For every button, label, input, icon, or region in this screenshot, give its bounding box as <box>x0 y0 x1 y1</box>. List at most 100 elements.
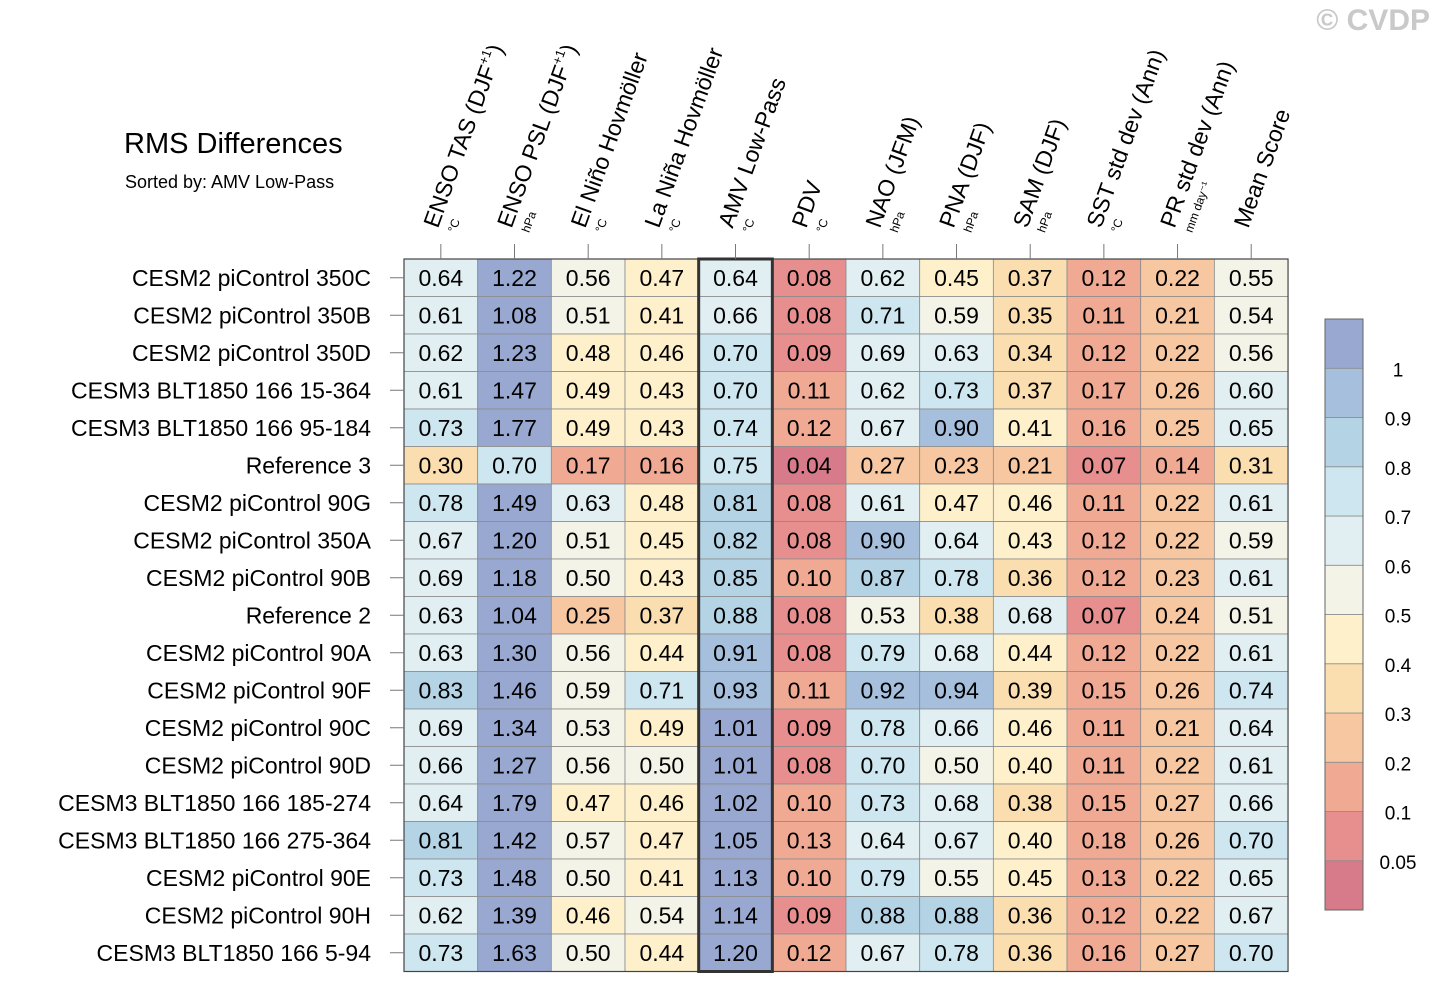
heatmap-cell <box>919 521 994 560</box>
colorbar-frame <box>1324 318 1364 911</box>
heatmap-cell <box>919 446 994 485</box>
cell-value: 0.74 <box>1229 677 1274 703</box>
cell-value: 0.17 <box>1081 377 1126 403</box>
heatmap-cell <box>919 408 994 447</box>
heatmap-cell <box>477 258 552 297</box>
heatmap-cell <box>992 896 1068 935</box>
cell-value: 0.43 <box>639 415 684 441</box>
cell-value: 0.11 <box>1082 302 1125 328</box>
heatmap-cell <box>1213 558 1289 597</box>
cell-value: 0.50 <box>566 940 611 966</box>
cell-value: 0.67 <box>934 827 979 853</box>
cell-value: 1.39 <box>492 902 537 928</box>
cell-value: 1.48 <box>492 865 537 891</box>
cell-value: 0.90 <box>860 527 905 553</box>
column-label: ENSO TAS (DJF+1) <box>417 40 508 230</box>
cell-value: 0.40 <box>1008 752 1053 778</box>
chart-title: RMS Differences <box>124 128 343 160</box>
heatmap-cell <box>550 746 626 785</box>
cell-value: 0.69 <box>418 715 463 741</box>
cell-value: 0.44 <box>639 640 684 666</box>
cell-value: 0.63 <box>566 490 611 516</box>
cell-value: 0.59 <box>566 677 611 703</box>
heatmap-cell <box>550 858 626 897</box>
cell-value: 0.40 <box>1008 827 1053 853</box>
row-label: CESM3 BLT1850 166 185-274 <box>58 790 371 816</box>
cell-value: 0.36 <box>1008 940 1053 966</box>
cell-value: 0.55 <box>1229 265 1274 291</box>
heatmap-cell <box>919 783 994 822</box>
cell-value: 0.10 <box>787 865 832 891</box>
heatmap-cell <box>919 596 994 635</box>
cell-value: 0.08 <box>787 302 832 328</box>
heatmap-cell <box>477 746 552 785</box>
column-header: PDV°C <box>786 177 831 235</box>
heatmap-cell <box>1066 408 1142 447</box>
heatmap-cell <box>845 708 921 747</box>
cell-value: 0.83 <box>418 677 463 703</box>
heatmap-cell <box>1213 671 1289 710</box>
column-unit: °C <box>740 217 758 235</box>
cell-value: 1.46 <box>492 677 537 703</box>
colorbar-label: 0.4 <box>1385 656 1412 677</box>
cell-value: 0.56 <box>566 640 611 666</box>
cell-value: 1.05 <box>713 827 758 853</box>
cell-value: 0.27 <box>860 452 905 478</box>
heatmap-cell <box>477 446 552 485</box>
heatmap-cell <box>845 596 921 635</box>
heatmap-cell <box>698 521 773 560</box>
cell-value: 0.46 <box>566 902 611 928</box>
heatmap-cell <box>1140 408 1215 447</box>
heatmap-cell <box>771 333 847 372</box>
cell-value: 0.63 <box>418 602 463 628</box>
cell-value: 0.63 <box>418 640 463 666</box>
colorbar-segment <box>1324 712 1364 763</box>
heatmap-cell <box>1066 558 1142 597</box>
heatmap-cell <box>771 521 847 560</box>
colorbar-segment <box>1324 663 1364 714</box>
cell-value: 0.74 <box>713 415 758 441</box>
cell-value: 1.34 <box>492 715 537 741</box>
heatmap-cell <box>550 671 626 710</box>
cell-value: 0.14 <box>1155 452 1200 478</box>
heatmap-cell <box>550 633 626 672</box>
column-unit: °C <box>666 217 684 235</box>
colorbar-label: 0.3 <box>1385 705 1411 726</box>
column-label: Mean Score <box>1228 105 1295 230</box>
cell-value: 0.56 <box>566 752 611 778</box>
cell-value: 1.79 <box>492 790 537 816</box>
colorbar-segment <box>1324 564 1364 615</box>
heatmap-cell <box>403 408 479 447</box>
column-label: La Niña Hovmöller <box>639 44 728 231</box>
row-label: CESM2 piControl 350C <box>132 265 371 291</box>
heatmap-cell <box>1140 596 1215 635</box>
cell-value: 0.13 <box>1081 865 1126 891</box>
heatmap-cell <box>403 821 479 860</box>
cell-value: 0.15 <box>1081 677 1126 703</box>
heatmap-cell <box>403 558 479 597</box>
cell-value: 0.27 <box>1155 940 1200 966</box>
cell-value: 0.70 <box>492 452 537 478</box>
cell-value: 0.44 <box>639 940 684 966</box>
heatmap-cell <box>698 596 773 635</box>
cell-value: 0.47 <box>639 827 684 853</box>
column-header: PNA (DJF)hPa <box>934 119 996 235</box>
cell-value: 0.46 <box>639 790 684 816</box>
heatmap-cell <box>845 371 921 410</box>
cell-value: 0.50 <box>566 865 611 891</box>
column-unit: hPa <box>961 209 982 234</box>
cell-value: 0.09 <box>787 902 832 928</box>
cell-value: 0.90 <box>934 415 979 441</box>
colorbar-segment <box>1324 761 1364 812</box>
cell-value: 0.71 <box>639 677 684 703</box>
column-header: SAM (DJF)hPa <box>1007 115 1070 234</box>
row-label: CESM2 piControl 90A <box>146 640 372 666</box>
heatmap-cell <box>771 558 847 597</box>
heatmap-cell <box>992 783 1068 822</box>
cell-value: 0.64 <box>713 265 758 291</box>
cell-value: 0.46 <box>1008 715 1053 741</box>
heatmap-cell <box>1213 408 1289 447</box>
cell-value: 0.67 <box>1229 902 1274 928</box>
heatmap-cell <box>845 296 921 335</box>
